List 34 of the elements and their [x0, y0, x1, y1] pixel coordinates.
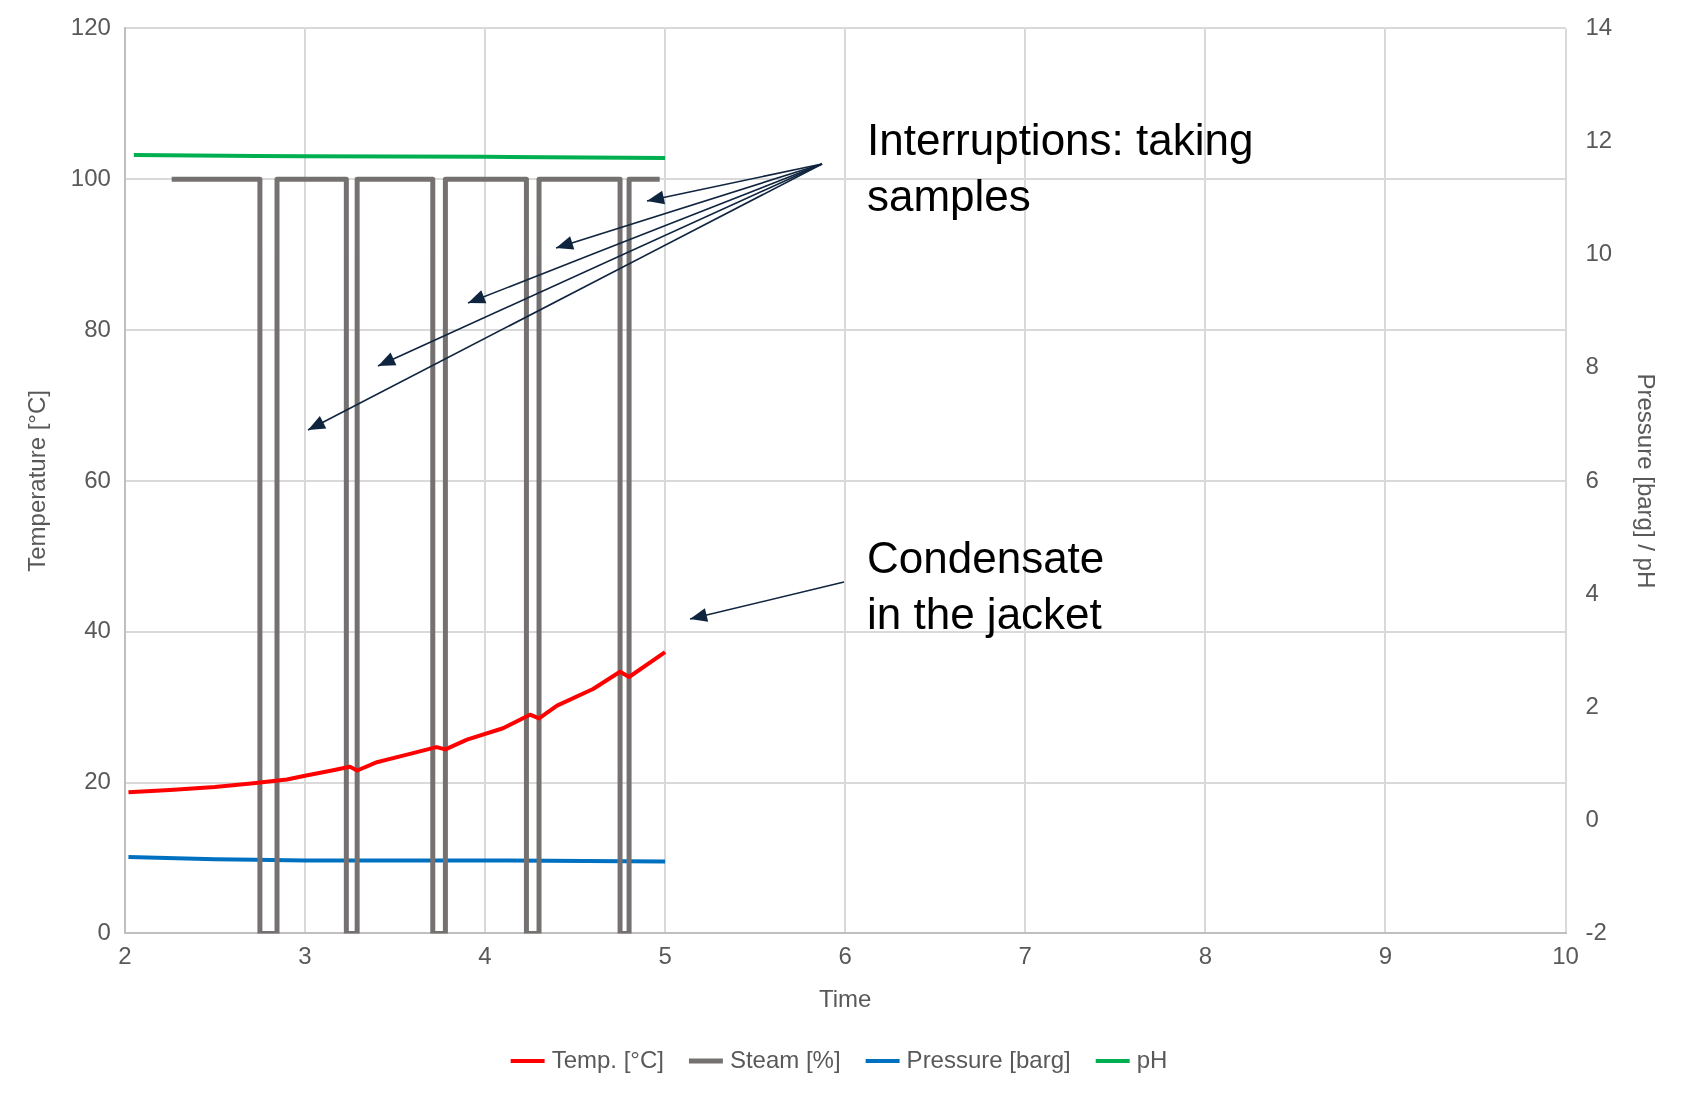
x-axis-title: Time — [818, 985, 872, 1013]
y2-tick-label: 2 — [1585, 691, 1599, 719]
y-tick-label: 60 — [84, 465, 111, 493]
y-axis-title: Temperature [°C] — [23, 390, 51, 572]
y-tick-label: 80 — [84, 314, 111, 342]
y2-tick-label: -2 — [1585, 918, 1607, 946]
y2-tick-label: 4 — [1585, 578, 1599, 606]
x-tick-label: 2 — [118, 942, 132, 970]
x-tick-label: 3 — [298, 942, 312, 970]
x-tick-label: 9 — [1378, 942, 1393, 970]
x-tick-label: 4 — [478, 942, 492, 970]
y-tick-label: 0 — [97, 918, 111, 946]
y2-tick-label: 6 — [1585, 465, 1599, 493]
y2-tick-label: 10 — [1585, 239, 1613, 267]
y-tick-label: 40 — [84, 616, 111, 644]
y2-tick-label: 12 — [1585, 126, 1613, 154]
legend-label: Steam [%] — [729, 1045, 841, 1073]
annotation: Condensate in the jacket — [867, 532, 1106, 640]
y2-tick-label: 0 — [1585, 804, 1599, 832]
x-tick-label: 10 — [1552, 942, 1579, 970]
y2-axis-title: Pressure [barg] / pH — [1632, 373, 1660, 589]
annotation: Interruptions: taking samples — [867, 114, 1255, 222]
x-tick-label: 5 — [658, 942, 672, 970]
x-tick-label: 6 — [838, 942, 852, 970]
y2-tick-label: 8 — [1585, 352, 1599, 380]
y-tick-label: 20 — [84, 767, 111, 795]
y-tick-label: 120 — [70, 13, 111, 41]
y-tick-label: 100 — [70, 163, 111, 191]
legend-label: Temp. [°C] — [551, 1045, 664, 1073]
legend-label: pH — [1136, 1045, 1168, 1073]
legend-label: Pressure [barg] — [906, 1045, 1071, 1073]
x-tick-label: 7 — [1018, 942, 1032, 970]
x-tick-label: 8 — [1198, 942, 1213, 970]
y2-tick-label: 14 — [1585, 13, 1613, 41]
